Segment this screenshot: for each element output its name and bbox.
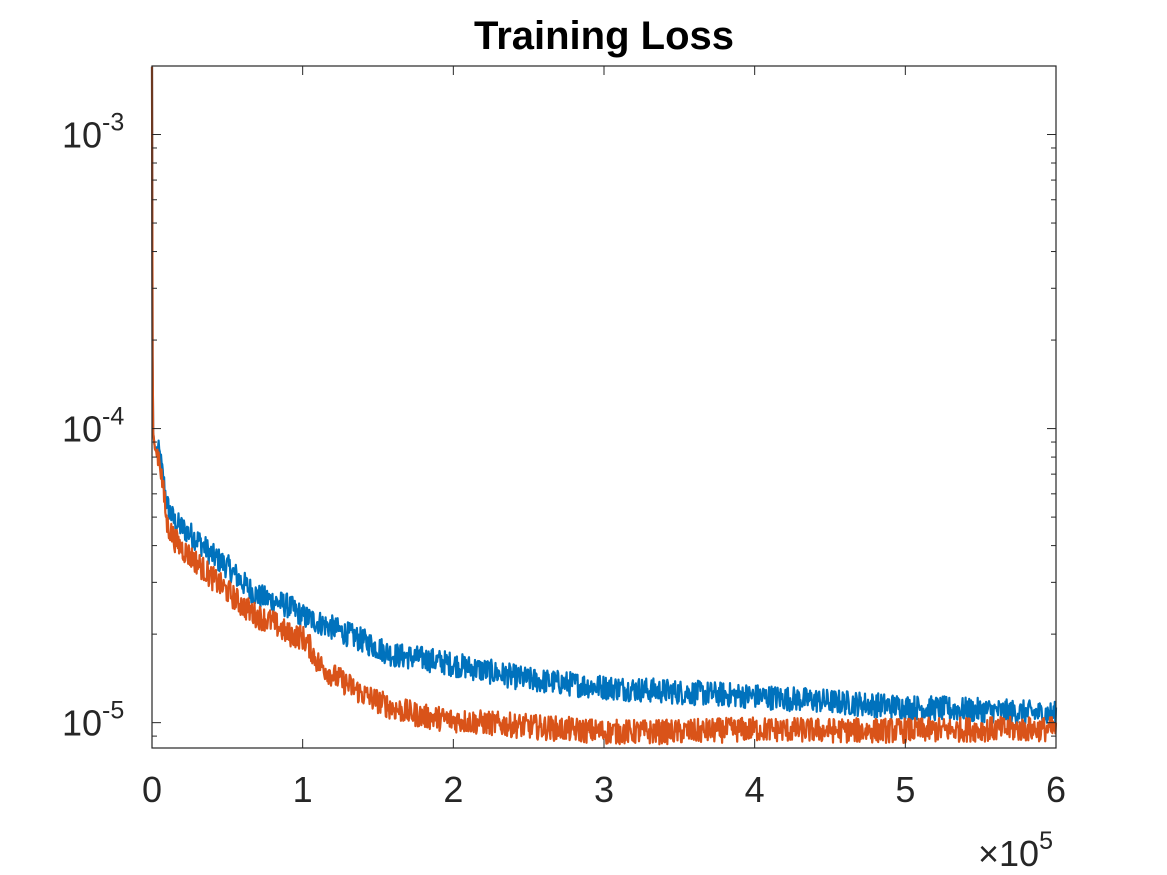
x-tick-label: 1: [293, 769, 313, 810]
labels-layer: 0 1 2 3 4 5 6 ×105 10-5 10-4 10-3: [62, 109, 1066, 874]
x-tick-label: 2: [443, 769, 463, 810]
ticks-layer: [151, 66, 1057, 748]
x-axis-multiplier: ×105: [978, 827, 1053, 874]
y-tick-label: 10-4: [62, 403, 124, 450]
x-tick-label: 4: [745, 769, 765, 810]
x-tick-label: 5: [895, 769, 915, 810]
x-tick-label: 0: [142, 769, 162, 810]
y-tick-label: 10-5: [62, 697, 124, 744]
x-tick-label: 6: [1046, 769, 1066, 810]
chart-title: Training Loss: [474, 14, 734, 58]
y-tick-label: 10-3: [62, 109, 124, 156]
x-tick-label: 3: [594, 769, 614, 810]
